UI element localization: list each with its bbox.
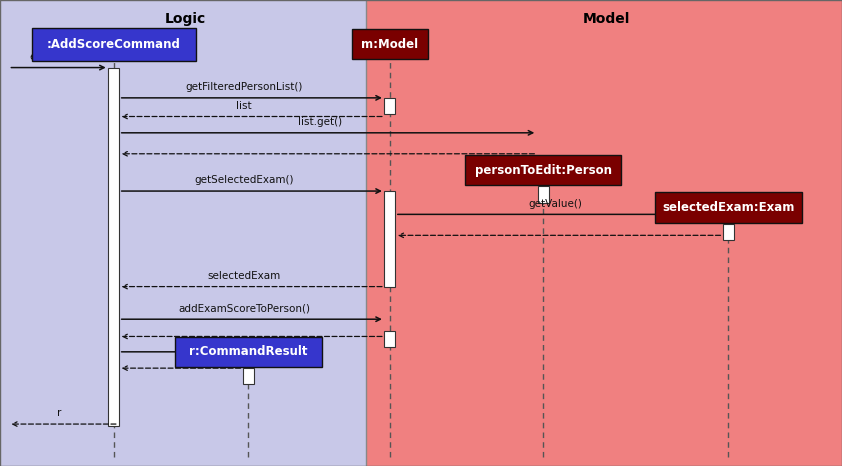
Text: getValue(): getValue() (529, 199, 583, 209)
Text: m:Model: m:Model (361, 38, 418, 51)
Bar (384, 98, 396, 114)
Bar (242, 368, 254, 384)
Bar (538, 186, 549, 203)
Text: Logic: Logic (165, 12, 205, 26)
Text: getSelectedExam(): getSelectedExam() (195, 176, 294, 185)
Bar (352, 29, 428, 59)
Bar (465, 155, 621, 185)
Text: getFilteredPersonList(): getFilteredPersonList() (185, 82, 303, 92)
Bar (366, 0, 842, 466)
Bar (0, 0, 366, 466)
Bar (175, 337, 322, 367)
Bar (108, 68, 120, 426)
Text: list.get(): list.get() (298, 117, 342, 127)
Bar (384, 331, 396, 347)
Text: Model: Model (583, 12, 630, 26)
Bar (384, 191, 396, 287)
Bar (655, 192, 802, 222)
Text: r:CommandResult: r:CommandResult (189, 345, 307, 358)
Text: execute(m): execute(m) (29, 52, 88, 62)
Bar (723, 224, 734, 240)
Text: addExamScoreToPerson(): addExamScoreToPerson() (179, 304, 310, 314)
Text: :AddScoreCommand: :AddScoreCommand (47, 38, 180, 51)
Text: selectedExam: selectedExam (208, 271, 280, 281)
Text: selectedExam:Exam: selectedExam:Exam (662, 201, 795, 214)
Text: list: list (237, 101, 252, 111)
Text: personToEdit:Person: personToEdit:Person (475, 164, 611, 177)
Text: r: r (56, 409, 61, 418)
Bar (32, 28, 196, 61)
